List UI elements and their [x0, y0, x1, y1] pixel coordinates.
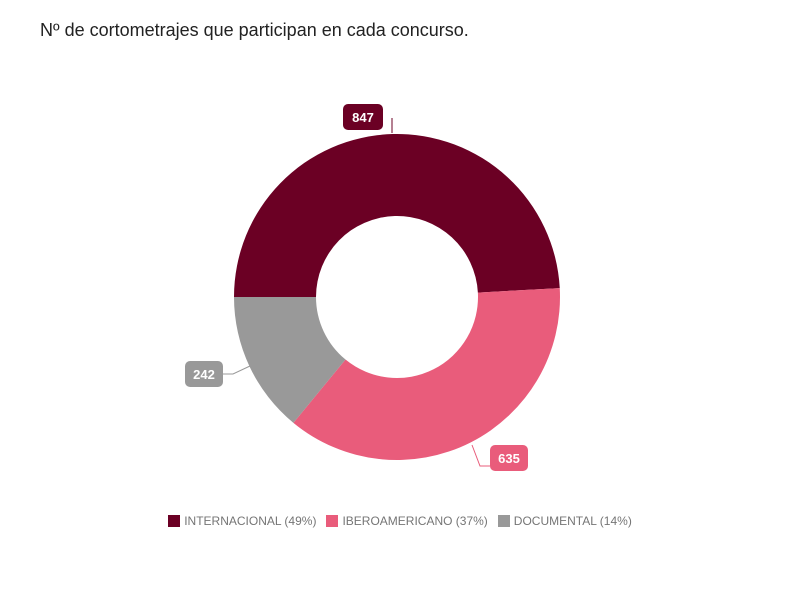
legend-swatch	[168, 515, 181, 527]
donut-slice-documental[interactable]	[233, 297, 346, 423]
data-label-value: 242	[193, 367, 215, 382]
data-label-box	[185, 361, 223, 387]
legend-swatch	[326, 515, 339, 527]
donut-slice-internacional[interactable]	[234, 134, 560, 297]
legend-label: INTERNACIONAL (49%)	[184, 514, 317, 528]
data-label-box	[343, 104, 383, 130]
legend-item-iberoamericano[interactable]: IBEROAMERICANO (37%)	[326, 514, 488, 528]
data-label-value: 635	[498, 451, 520, 466]
label-connector	[223, 365, 251, 375]
data-label-value: 847	[352, 110, 374, 125]
label-connector	[471, 444, 490, 467]
legend-item-documental[interactable]: DOCUMENTAL (14%)	[497, 514, 632, 528]
legend-swatch	[497, 515, 510, 527]
chart-legend: INTERNACIONAL (49%) IBEROAMERICANO (37%)…	[0, 514, 800, 528]
legend-label: DOCUMENTAL (14%)	[513, 514, 632, 528]
legend-item-internacional[interactable]: INTERNACIONAL (49%)	[168, 514, 316, 528]
chart-title: Nº de cortometrajes que participan en ca…	[40, 20, 469, 40]
data-label-box	[490, 445, 528, 471]
donut-slice-iberoamericano[interactable]	[293, 288, 560, 460]
legend-label: IBEROAMERICANO (37%)	[342, 514, 488, 528]
